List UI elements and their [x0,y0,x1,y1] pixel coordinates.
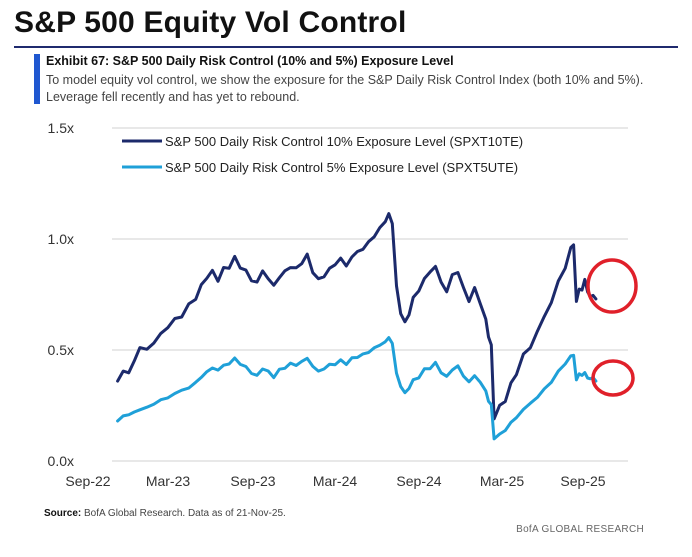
page-title: S&P 500 Equity Vol Control [14,6,407,39]
exposure-line-chart: 0.0x 0.5x 1.0x 1.5x Sep-22 Mar-23 Sep-23 Mar-2… [48,120,638,489]
x-tick-label: Sep-24 [396,473,441,489]
x-tick-label: Sep-23 [230,473,275,489]
x-tick-label: Sep-22 [65,473,110,489]
y-tick-label: 0.0x [48,453,74,469]
highlight-circles [586,258,638,397]
y-tick-label: 1.0x [48,231,74,247]
y-tick-label: 0.5x [48,342,74,358]
x-axis-ticks: Sep-22 Mar-23 Sep-23 Mar-24 Sep-24 Mar-25 Sep-… [65,473,605,489]
legend-label: S&P 500 Daily Risk Control 5% Exposure L… [165,160,518,175]
source-text: BofA Global Research. Data as of 21-Nov-… [81,508,286,519]
series-line-5pct [116,336,598,441]
exhibit-description: To model equity vol control, we show the… [46,73,644,104]
source-label: Source: [44,508,82,519]
y-tick-label: 1.5x [48,120,74,136]
grid-lines [112,127,628,462]
source-note: Source: BofA Global Research. Data as of… [44,508,286,519]
legend: S&P 500 Daily Risk Control 10% Exposure … [122,134,523,175]
x-tick-label: Sep-25 [560,473,605,489]
legend-label: S&P 500 Daily Risk Control 10% Exposure … [165,134,523,149]
title-divider [14,46,678,48]
y-axis-ticks: 0.0x 0.5x 1.0x 1.5x [48,120,74,469]
series-line-10pct [116,212,598,421]
highlight-circle-10pct [586,258,638,314]
x-tick-label: Mar-24 [313,473,358,489]
x-tick-label: Mar-25 [480,473,525,489]
x-tick-label: Mar-23 [146,473,191,489]
series-lines [116,212,598,441]
brand-label: BofA GLOBAL RESEARCH [516,524,644,535]
exhibit-accent-bar [34,54,40,104]
highlight-circle-5pct [591,359,635,397]
exhibit-title: Exhibit 67: S&P 500 Daily Risk Control (… [46,54,454,68]
